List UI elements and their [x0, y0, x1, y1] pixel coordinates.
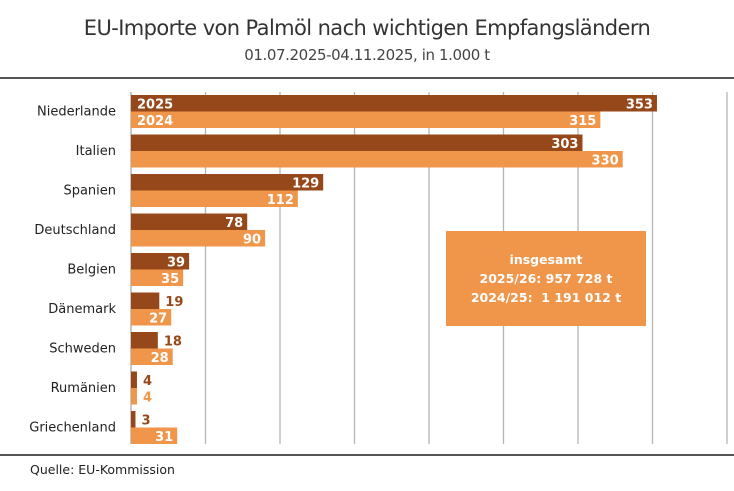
category-label: Italien	[76, 144, 116, 159]
data-label: 112	[267, 193, 294, 208]
chart-title: EU-Importe von Palmöl nach wichtigen Emp…	[83, 16, 651, 40]
bar-2024	[131, 348, 173, 365]
totals-line-2024: 2024/25: 1 191 012 t	[470, 290, 622, 305]
data-label: 31	[155, 430, 173, 445]
bar-2024	[131, 388, 137, 405]
totals-annotation: insgesamt 2025/26: 957 728 t 2024/25: 1 …	[446, 231, 646, 326]
totals-heading: insgesamt	[509, 252, 583, 267]
category-label: Niederlande	[37, 105, 116, 120]
category-label: Schweden	[49, 342, 116, 357]
source-note: Quelle: EU-Kommission	[30, 462, 175, 477]
data-label: 129	[292, 177, 319, 192]
bar-2024	[131, 190, 298, 207]
category-label: Rumänien	[51, 381, 116, 396]
category-label: Belgien	[67, 263, 116, 278]
bar-2024	[131, 111, 601, 128]
data-label: 19	[165, 295, 183, 310]
data-label: 315	[569, 114, 596, 129]
bar-2024	[131, 230, 266, 247]
bar-2025	[131, 371, 137, 388]
bar-2025	[131, 332, 158, 349]
data-label: 35	[161, 272, 179, 287]
bottom-divider	[0, 454, 734, 456]
bar-2025	[131, 174, 324, 191]
data-label: 78	[225, 216, 243, 231]
category-label: Dänemark	[48, 302, 116, 317]
totals-line-2025: 2025/26: 957 728 t	[479, 271, 613, 286]
data-label: 4	[143, 374, 152, 389]
bar-2024	[131, 427, 178, 444]
category-label: Spanien	[63, 184, 116, 199]
bar-2025	[131, 95, 657, 112]
data-label: 353	[626, 98, 653, 113]
bar-2024	[131, 269, 184, 286]
chart-subtitle: 01.07.2025-04.11.2025, in 1.000 t	[244, 46, 490, 64]
data-label: 18	[164, 335, 182, 350]
data-label: 39	[167, 256, 185, 271]
data-label: 3	[141, 414, 150, 429]
data-label: 303	[551, 137, 578, 152]
bar-2025	[131, 411, 136, 428]
series-label-2024: 2024	[137, 114, 173, 129]
category-label: Griechenland	[29, 421, 116, 436]
bar-2025	[131, 213, 248, 230]
bar-2025	[131, 253, 190, 270]
series-label-2025: 2025	[137, 98, 173, 113]
data-label: 330	[592, 154, 619, 169]
data-label: 4	[143, 391, 152, 406]
top-divider	[0, 77, 734, 79]
bar-2025	[131, 292, 160, 309]
category-label: Deutschland	[34, 223, 116, 238]
bar-2025	[131, 134, 583, 151]
data-label: 27	[149, 312, 167, 327]
data-label: 28	[151, 351, 169, 366]
data-label: 90	[243, 233, 261, 248]
bar-2024	[131, 309, 172, 326]
bar-2024	[131, 151, 623, 168]
